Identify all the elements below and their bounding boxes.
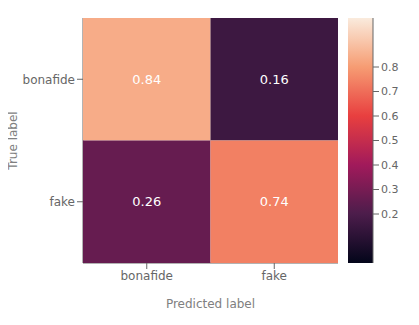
svg-text:True label: True label <box>8 111 20 170</box>
svg-text:0.4: 0.4 <box>381 159 399 172</box>
svg-text:bonafide: bonafide <box>121 269 173 283</box>
svg-text:0.7: 0.7 <box>381 85 399 98</box>
svg-text:fake: fake <box>50 195 75 209</box>
svg-text:0.26: 0.26 <box>132 194 161 209</box>
svg-text:fake: fake <box>262 269 287 283</box>
svg-text:0.16: 0.16 <box>260 72 289 87</box>
svg-text:Predicted label: Predicted label <box>166 297 255 311</box>
svg-text:0.3: 0.3 <box>381 183 399 196</box>
svg-text:0.2: 0.2 <box>381 208 399 221</box>
svg-text:0.5: 0.5 <box>381 134 399 147</box>
svg-text:0.8: 0.8 <box>381 61 399 74</box>
svg-text:0.74: 0.74 <box>260 194 289 209</box>
svg-text:bonafide: bonafide <box>23 73 75 87</box>
svg-text:0.6: 0.6 <box>381 110 399 123</box>
svg-text:0.84: 0.84 <box>132 72 161 87</box>
